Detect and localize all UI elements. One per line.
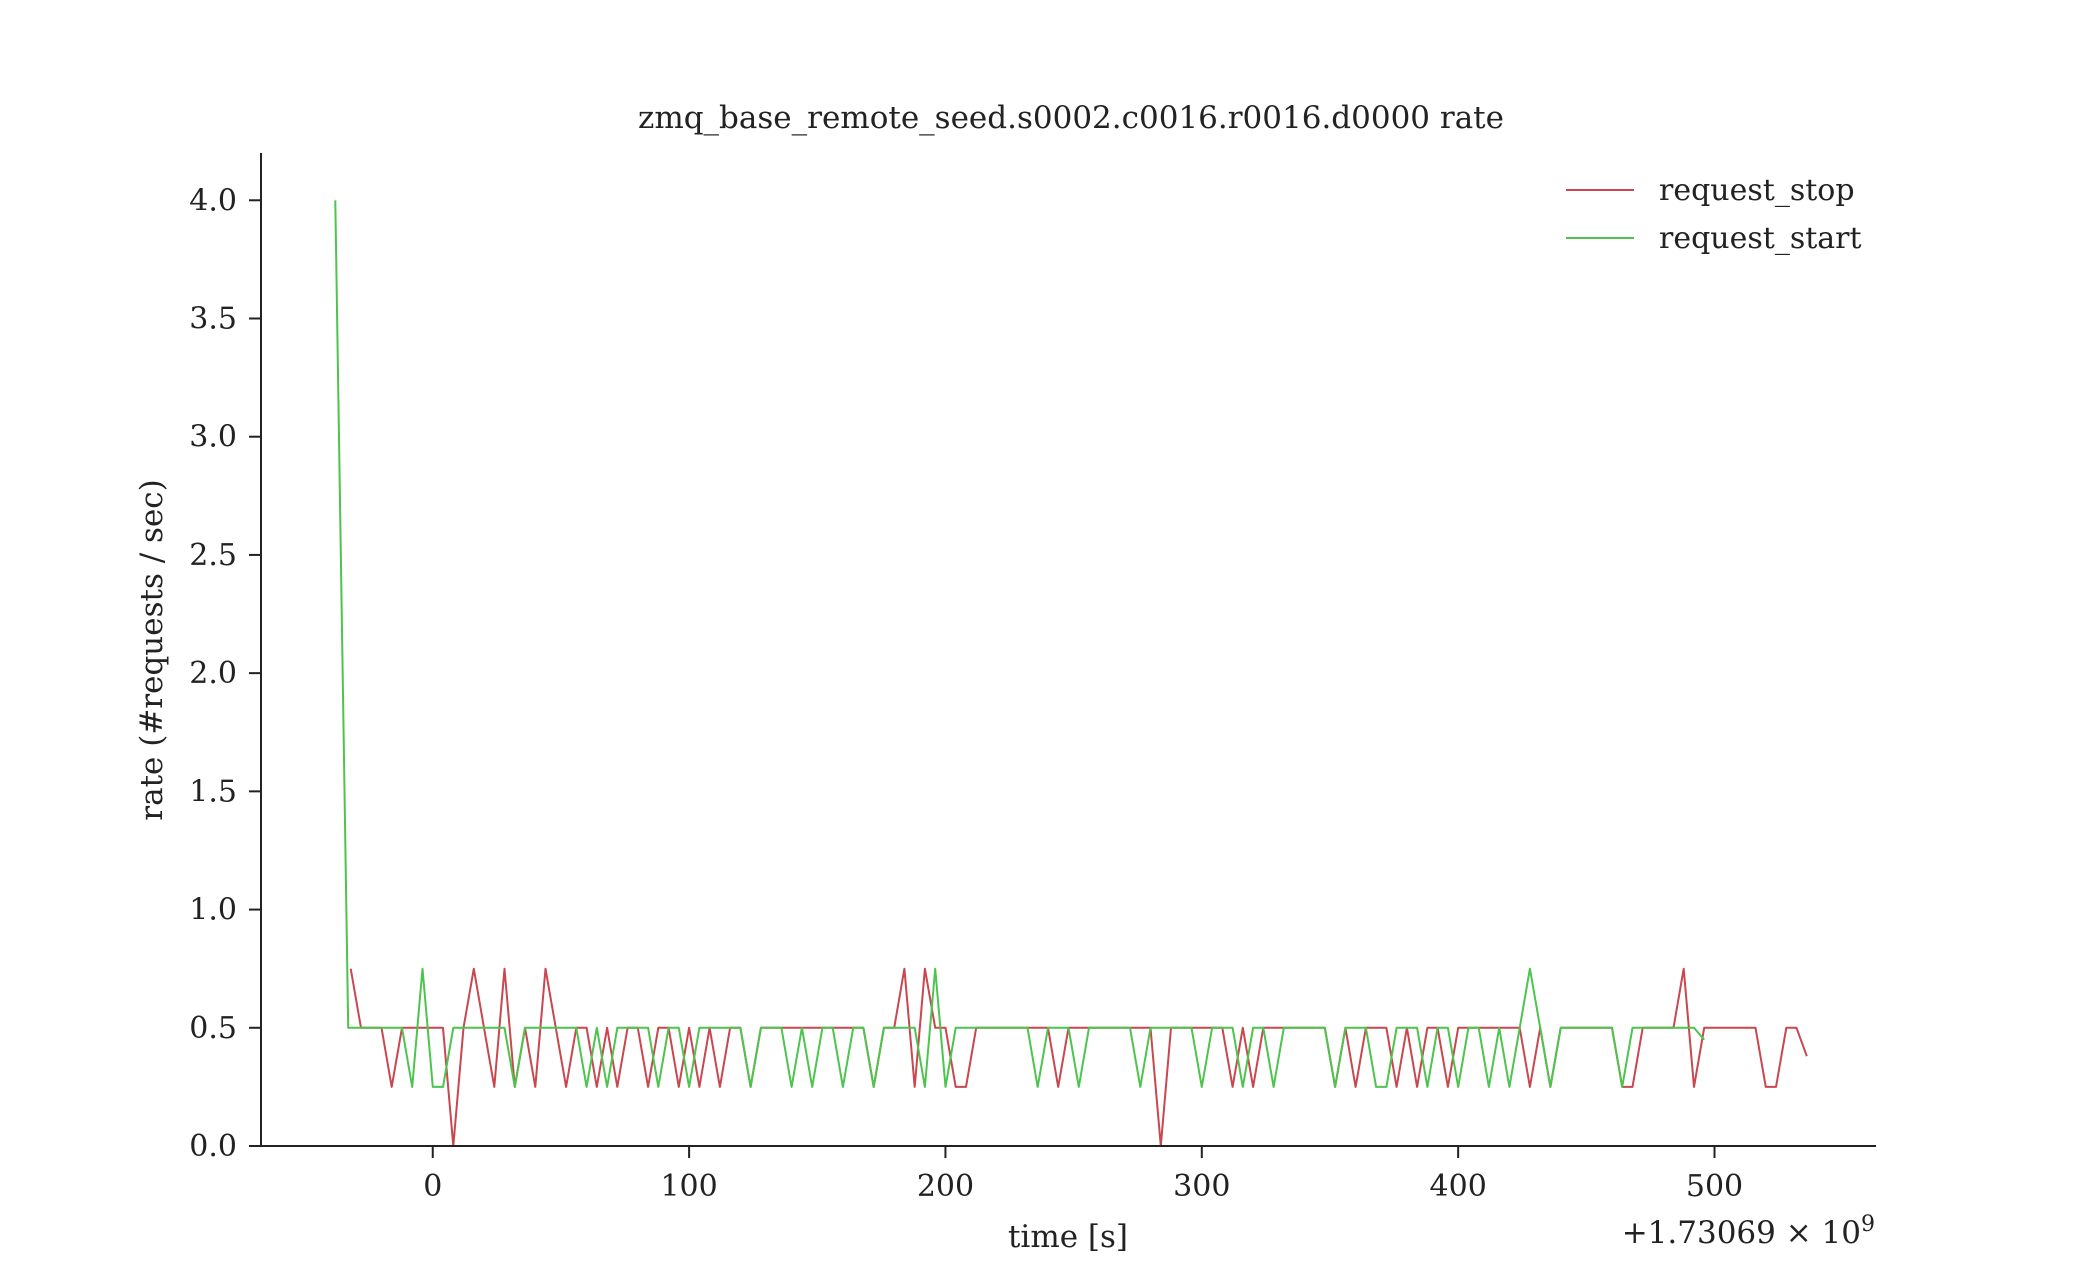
legend: request_stop request_start <box>1566 173 1862 256</box>
x-tick-label: 500 <box>1686 1169 1743 1204</box>
y-tick-label: 0.5 <box>189 1011 237 1046</box>
legend-label-request-stop: request_stop <box>1659 173 1855 208</box>
x-axis-offset-label: +1.73069 × 109 <box>1622 1212 1875 1251</box>
x-tick-label: 0 <box>423 1169 442 1204</box>
y-tick-label: 3.5 <box>189 302 237 337</box>
y-tick-label: 2.5 <box>189 538 237 573</box>
chart-title: zmq_base_remote_seed.s0002.c0016.r0016.d… <box>638 100 1504 136</box>
x-axis-offset-exponent: 9 <box>1861 1212 1875 1237</box>
y-tick-label: 4.0 <box>189 183 237 218</box>
x-tick-label: 300 <box>1173 1169 1230 1204</box>
y-tick-label: 0.0 <box>189 1129 237 1164</box>
y-tick-label: 2.0 <box>189 656 237 691</box>
y-axis-ticks: 0.0 0.5 1.0 1.5 2.0 2.5 3.0 3.5 4.0 <box>189 183 261 1164</box>
x-axis-offset-base: +1.73069 × 10 <box>1622 1215 1861 1251</box>
series-line-request-start <box>334 200 1705 1088</box>
x-tick-label: 400 <box>1430 1169 1487 1204</box>
y-axis-label: rate (#requests / sec) <box>134 479 170 820</box>
y-tick-label: 3.0 <box>189 420 237 455</box>
plot-area <box>334 200 1808 1147</box>
y-tick-label: 1.5 <box>189 774 237 809</box>
x-axis-label: time [s] <box>1008 1219 1128 1255</box>
x-tick-label: 100 <box>660 1169 717 1204</box>
y-tick-label: 1.0 <box>189 893 237 928</box>
legend-label-request-start: request_start <box>1659 221 1862 256</box>
x-axis-ticks: 0 100 200 300 400 500 <box>423 1146 1743 1204</box>
x-tick-label: 200 <box>917 1169 974 1204</box>
series-line-request-stop <box>349 967 1808 1147</box>
